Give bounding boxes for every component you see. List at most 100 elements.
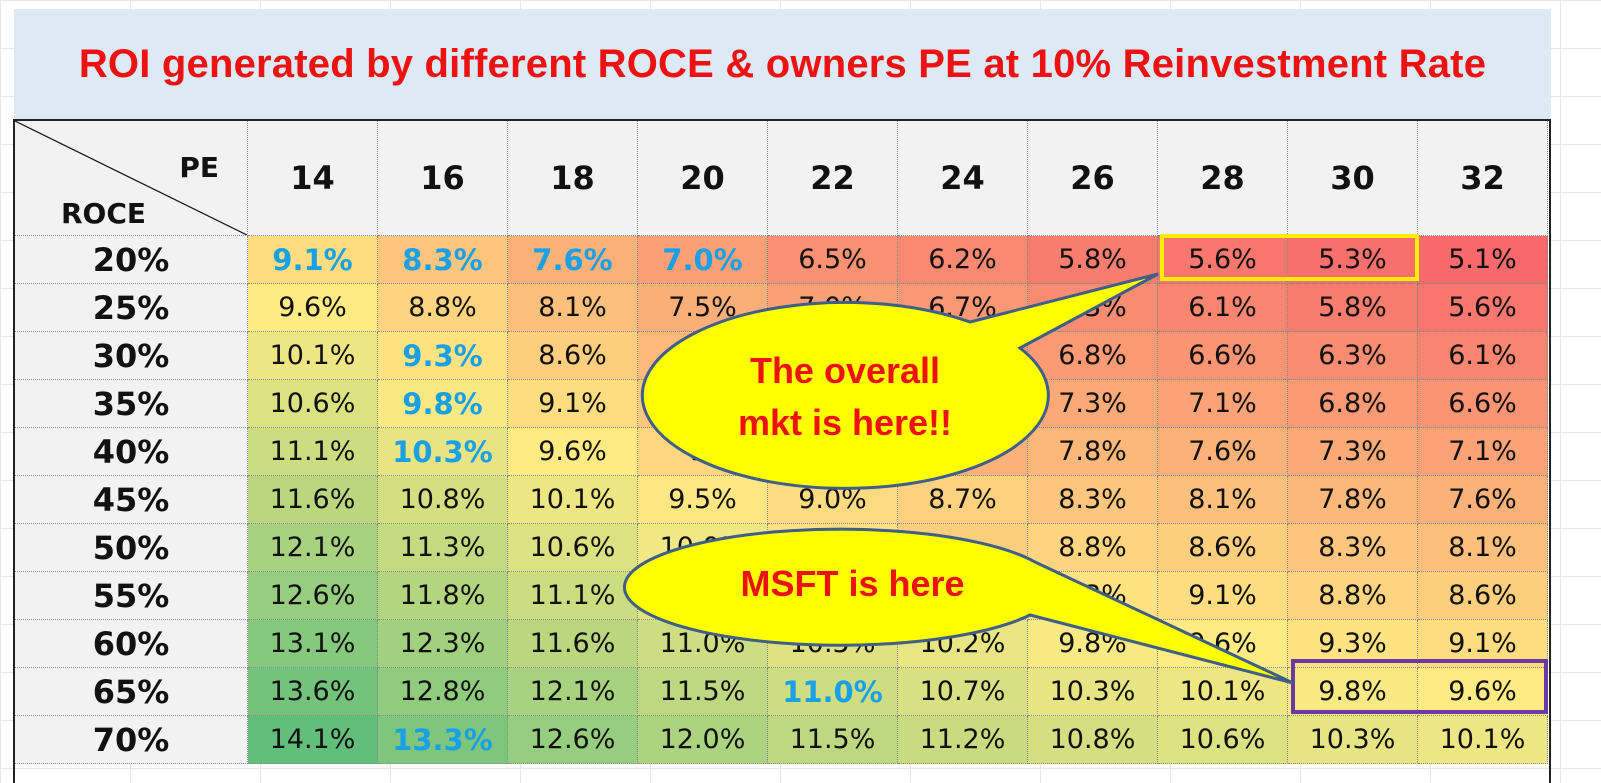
roi-cell: 5.8% — [1027, 235, 1158, 284]
roi-cell: 8.8% — [1287, 571, 1418, 620]
roce-axis-label: ROCE — [61, 197, 147, 230]
roi-cell: 7.6% — [507, 235, 638, 284]
roi-cell: 7.0% — [637, 235, 768, 284]
roi-cell: 9.6% — [1417, 667, 1548, 716]
roi-cell: 7.6% — [1417, 475, 1548, 524]
roi-cell: 9.8% — [1287, 667, 1418, 716]
overall-market-callout — [640, 272, 1159, 490]
roi-cell: 13.1% — [247, 619, 378, 668]
roi-cell: 6.5% — [767, 235, 898, 284]
roi-cell: 7.1% — [1157, 379, 1288, 428]
roi-cell: 8.3% — [377, 235, 508, 284]
overall-callout-line1: The overall — [749, 350, 941, 391]
roi-cell: 8.1% — [1157, 475, 1288, 524]
overall-callout-line2: mkt is here!! — [737, 402, 953, 443]
roi-cell: 9.6% — [507, 427, 638, 476]
roi-cell: 11.6% — [247, 475, 378, 524]
roi-cell: 7.3% — [1287, 427, 1418, 476]
roi-cell: 5.1% — [1417, 235, 1548, 284]
chart-title-text: ROI generated by different ROCE & owners… — [78, 41, 1487, 86]
roce-row-header: 20% — [15, 235, 248, 284]
roi-cell: 11.0% — [767, 667, 898, 716]
roi-cell: 11.1% — [247, 427, 378, 476]
diagonal-divider — [15, 121, 247, 235]
roi-cell: 11.5% — [767, 715, 898, 764]
pe-header-26: 26 — [1027, 121, 1158, 236]
roi-cell: 11.2% — [897, 715, 1028, 764]
roi-cell: 11.1% — [507, 571, 638, 620]
roi-cell: 6.2% — [897, 235, 1028, 284]
roi-cell: 6.8% — [1287, 379, 1418, 428]
pe-header-14: 14 — [247, 121, 378, 236]
header-row: PE ROCE 14 16 18 20 22 24 26 28 30 32 — [15, 121, 1548, 236]
roi-cell: 6.6% — [1417, 379, 1548, 428]
roi-cell: 10.7% — [897, 667, 1028, 716]
roi-cell: 10.3% — [377, 427, 508, 476]
roce-row-header: 30% — [15, 331, 248, 380]
pe-axis-label: PE — [179, 151, 219, 184]
roi-cell: 5.8% — [1287, 283, 1418, 332]
roi-cell: 9.6% — [247, 283, 378, 332]
pe-header-32: 32 — [1417, 121, 1548, 236]
roi-cell: 10.8% — [377, 475, 508, 524]
roi-cell: 11.3% — [377, 523, 508, 572]
roi-cell: 12.3% — [377, 619, 508, 668]
roi-cell: 8.3% — [1027, 475, 1158, 524]
roi-cell: 10.8% — [1027, 715, 1158, 764]
roce-row-header: 25% — [15, 283, 248, 332]
roi-cell: 12.8% — [377, 667, 508, 716]
pe-header-22: 22 — [767, 121, 898, 236]
roi-cell: 9.1% — [1157, 571, 1288, 620]
table-row: 25%9.6%8.8%8.1%7.5%7.0%6.7%6.3%6.1%5.8%5… — [15, 283, 1548, 332]
overall-market-callout-text: The overall mkt is here!! — [700, 345, 990, 449]
roi-cell: 8.1% — [507, 283, 638, 332]
pe-header-20: 20 — [637, 121, 768, 236]
roi-cell: 7.8% — [1287, 475, 1418, 524]
roi-cell: 12.0% — [637, 715, 768, 764]
roi-cell: 7.3% — [1027, 379, 1158, 428]
roi-cell: 6.1% — [1157, 283, 1288, 332]
roi-cell: 5.6% — [1157, 235, 1288, 284]
chart-title: ROI generated by different ROCE & owners… — [14, 9, 1551, 119]
roce-row-header: 35% — [15, 379, 248, 428]
table-row: 70% 14.1% 13.3% 12.6% 12.0% 11.5% 11.2% 10.8% 10… — [15, 715, 1548, 764]
roi-cell: 5.6% — [1417, 283, 1548, 332]
msft-box — [1291, 659, 1548, 714]
roi-cell: 7.1% — [1417, 427, 1548, 476]
roce-row-header: 60% — [15, 619, 248, 668]
roi-cell: 14.1% — [247, 715, 378, 764]
roi-cell: 6.3% — [1287, 331, 1418, 380]
roi-cell: 8.6% — [507, 331, 638, 380]
pe-header-18: 18 — [507, 121, 638, 236]
roi-cell: 10.3% — [1027, 667, 1158, 716]
roi-cell: 8.8% — [377, 283, 508, 332]
roi-cell: 11.5% — [637, 667, 768, 716]
roi-cell: 10.6% — [247, 379, 378, 428]
pe-header-30: 30 — [1287, 121, 1418, 236]
roi-cell: 8.7% — [897, 475, 1028, 524]
roi-cell: 9.5% — [637, 475, 768, 524]
roi-cell: 7.8% — [1027, 427, 1158, 476]
roi-cell: 9.1% — [247, 235, 378, 284]
roi-cell: 9.3% — [377, 331, 508, 380]
roi-cell: 10.6% — [507, 523, 638, 572]
roi-cell: 9.1% — [507, 379, 638, 428]
roi-cell: 11.6% — [507, 619, 638, 668]
roi-cell: 11.8% — [377, 571, 508, 620]
roi-cell: 10.1% — [507, 475, 638, 524]
roi-table: PE ROCE 14 16 18 20 22 24 26 28 30 32 20% 9.1% 8.3%… — [13, 119, 1551, 783]
roi-cell: 10.3% — [1287, 715, 1418, 764]
pe-header-24: 24 — [897, 121, 1028, 236]
roi-cell: 8.1% — [1417, 523, 1548, 572]
pe-header-16: 16 — [377, 121, 508, 236]
roce-row-header: 40% — [15, 427, 248, 476]
roi-cell: 12.1% — [247, 523, 378, 572]
roi-cell: 13.3% — [377, 715, 508, 764]
msft-callout — [622, 527, 1294, 685]
roi-cell: 12.6% — [247, 571, 378, 620]
roi-cell: 10.1% — [247, 331, 378, 380]
roi-cell: 13.6% — [247, 667, 378, 716]
table-row: 20% 9.1% 8.3% 7.6% 7.0% 6.5% 6.2% 5.8% 5.6% 5.3% 5… — [15, 235, 1548, 284]
roi-cell: 9.8% — [377, 379, 508, 428]
roi-cell: 8.3% — [1287, 523, 1418, 572]
